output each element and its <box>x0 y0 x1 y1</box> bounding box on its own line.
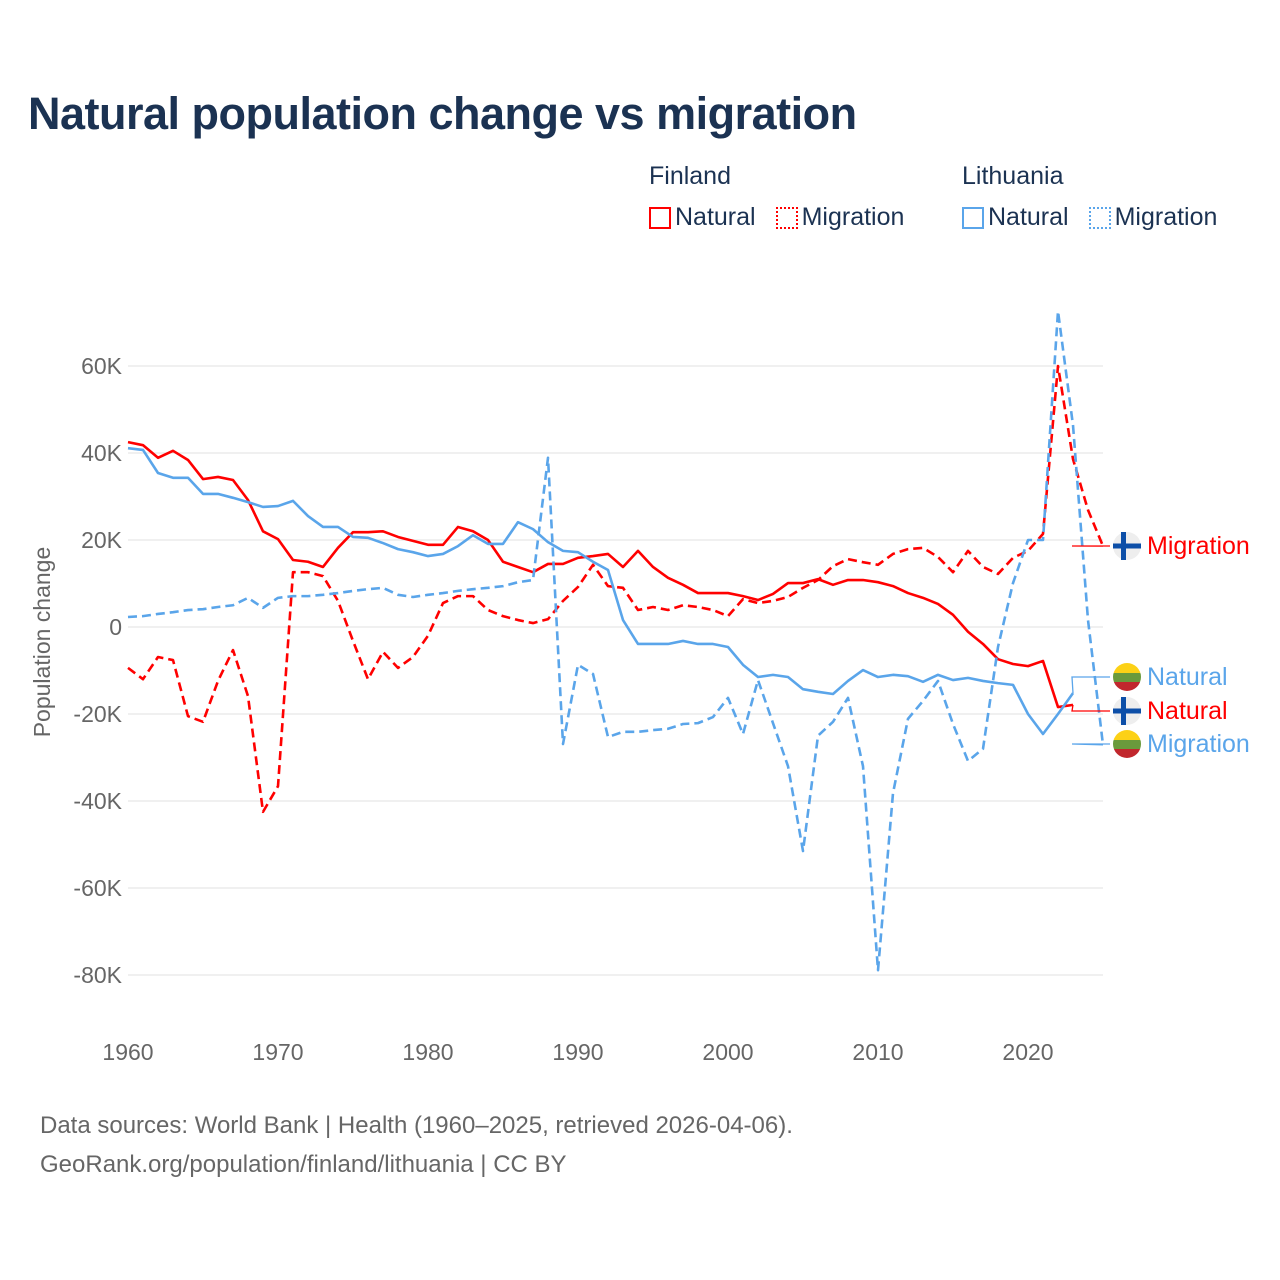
end-label-lithuania-natural: Natural <box>1147 663 1228 691</box>
sources-line-2[interactable]: GeoRank.org/population/finland/lithuania… <box>40 1151 567 1178</box>
legend-group-finland: Finland Natural Migration <box>649 162 904 232</box>
flag-cross-v <box>1121 532 1126 560</box>
end-label-finland-natural: Natural <box>1147 697 1228 725</box>
legend-country-finland: Finland <box>649 162 731 190</box>
legend-label: Migration <box>1114 203 1218 231</box>
y-tick-label: -80K <box>73 962 122 988</box>
y-tick-label: -20K <box>73 701 122 727</box>
legend-item-lithuania-migration[interactable]: Migration <box>1088 203 1218 232</box>
flag-green <box>1113 740 1141 749</box>
flag-yellow <box>1113 730 1141 740</box>
solid-swatch-icon <box>649 206 671 229</box>
flag-yellow <box>1113 663 1141 673</box>
sources-line-1: Data sources: World Bank | Health (1960–… <box>40 1112 793 1139</box>
y-tick-label: -60K <box>73 875 122 901</box>
end-label-finland-migration: Migration <box>1147 532 1250 560</box>
lithuania-flag-icon <box>1113 663 1141 691</box>
x-tick-label: 1980 <box>402 1039 453 1065</box>
legend-label: Natural <box>675 203 756 231</box>
lithuania-flag-icon <box>1113 730 1141 758</box>
y-tick-label: 40K <box>81 440 123 466</box>
flag-stripes <box>1113 663 1141 691</box>
flag-cross-h <box>1113 708 1141 714</box>
flag-stripes <box>1113 730 1141 758</box>
series-line-finland-migration <box>127 364 1105 814</box>
legend-item-finland-natural[interactable]: Natural <box>649 203 756 232</box>
y-axis-label: Population change <box>29 547 55 738</box>
y-tick-label: 20K <box>81 527 123 553</box>
y-tick-label: 60K <box>81 353 123 379</box>
x-tick-label: 2010 <box>852 1039 903 1065</box>
finland-flag-icon <box>1113 532 1141 560</box>
legend-label: Migration <box>801 203 905 231</box>
flag-red <box>1113 749 1141 758</box>
flag-cross-v <box>1121 697 1126 725</box>
flag-green <box>1113 673 1141 682</box>
legend-label: Natural <box>988 203 1069 231</box>
dotted-swatch-icon <box>775 206 798 229</box>
x-tick-label: 1960 <box>102 1039 153 1065</box>
end-label-lithuania-migration: Migration <box>1147 730 1250 758</box>
x-tick-label: 2000 <box>702 1039 753 1065</box>
finland-flag-icon <box>1113 697 1141 725</box>
chart-title: Natural population change vs migration <box>28 88 857 139</box>
legend-country-lithuania: Lithuania <box>962 162 1064 190</box>
x-tick-label: 2020 <box>1002 1039 1053 1065</box>
legend-item-lithuania-natural[interactable]: Natural <box>962 203 1069 232</box>
flag-cross-h <box>1113 543 1141 549</box>
y-tick-label: -40K <box>73 788 122 814</box>
series-line-lithuania-migration <box>127 309 1105 972</box>
series-line-lithuania-natural <box>127 446 1075 736</box>
leader-line <box>1071 676 1110 694</box>
flag-red <box>1113 682 1141 691</box>
sources-note: Data sources: World Bank | Health (1960–… <box>40 1106 793 1184</box>
legend-item-finland-migration[interactable]: Migration <box>775 203 905 232</box>
dotted-swatch-icon <box>1088 206 1111 229</box>
legend-group-lithuania: Lithuania Natural Migration <box>962 162 1217 232</box>
solid-swatch-icon <box>962 206 984 229</box>
leader-line <box>1071 743 1110 746</box>
x-tick-label: 1990 <box>552 1039 603 1065</box>
x-tick-label: 1970 <box>252 1039 303 1065</box>
leader-line <box>1071 704 1110 712</box>
series-line-finland-natural <box>127 440 1074 709</box>
y-tick-label: 0 <box>109 614 122 640</box>
